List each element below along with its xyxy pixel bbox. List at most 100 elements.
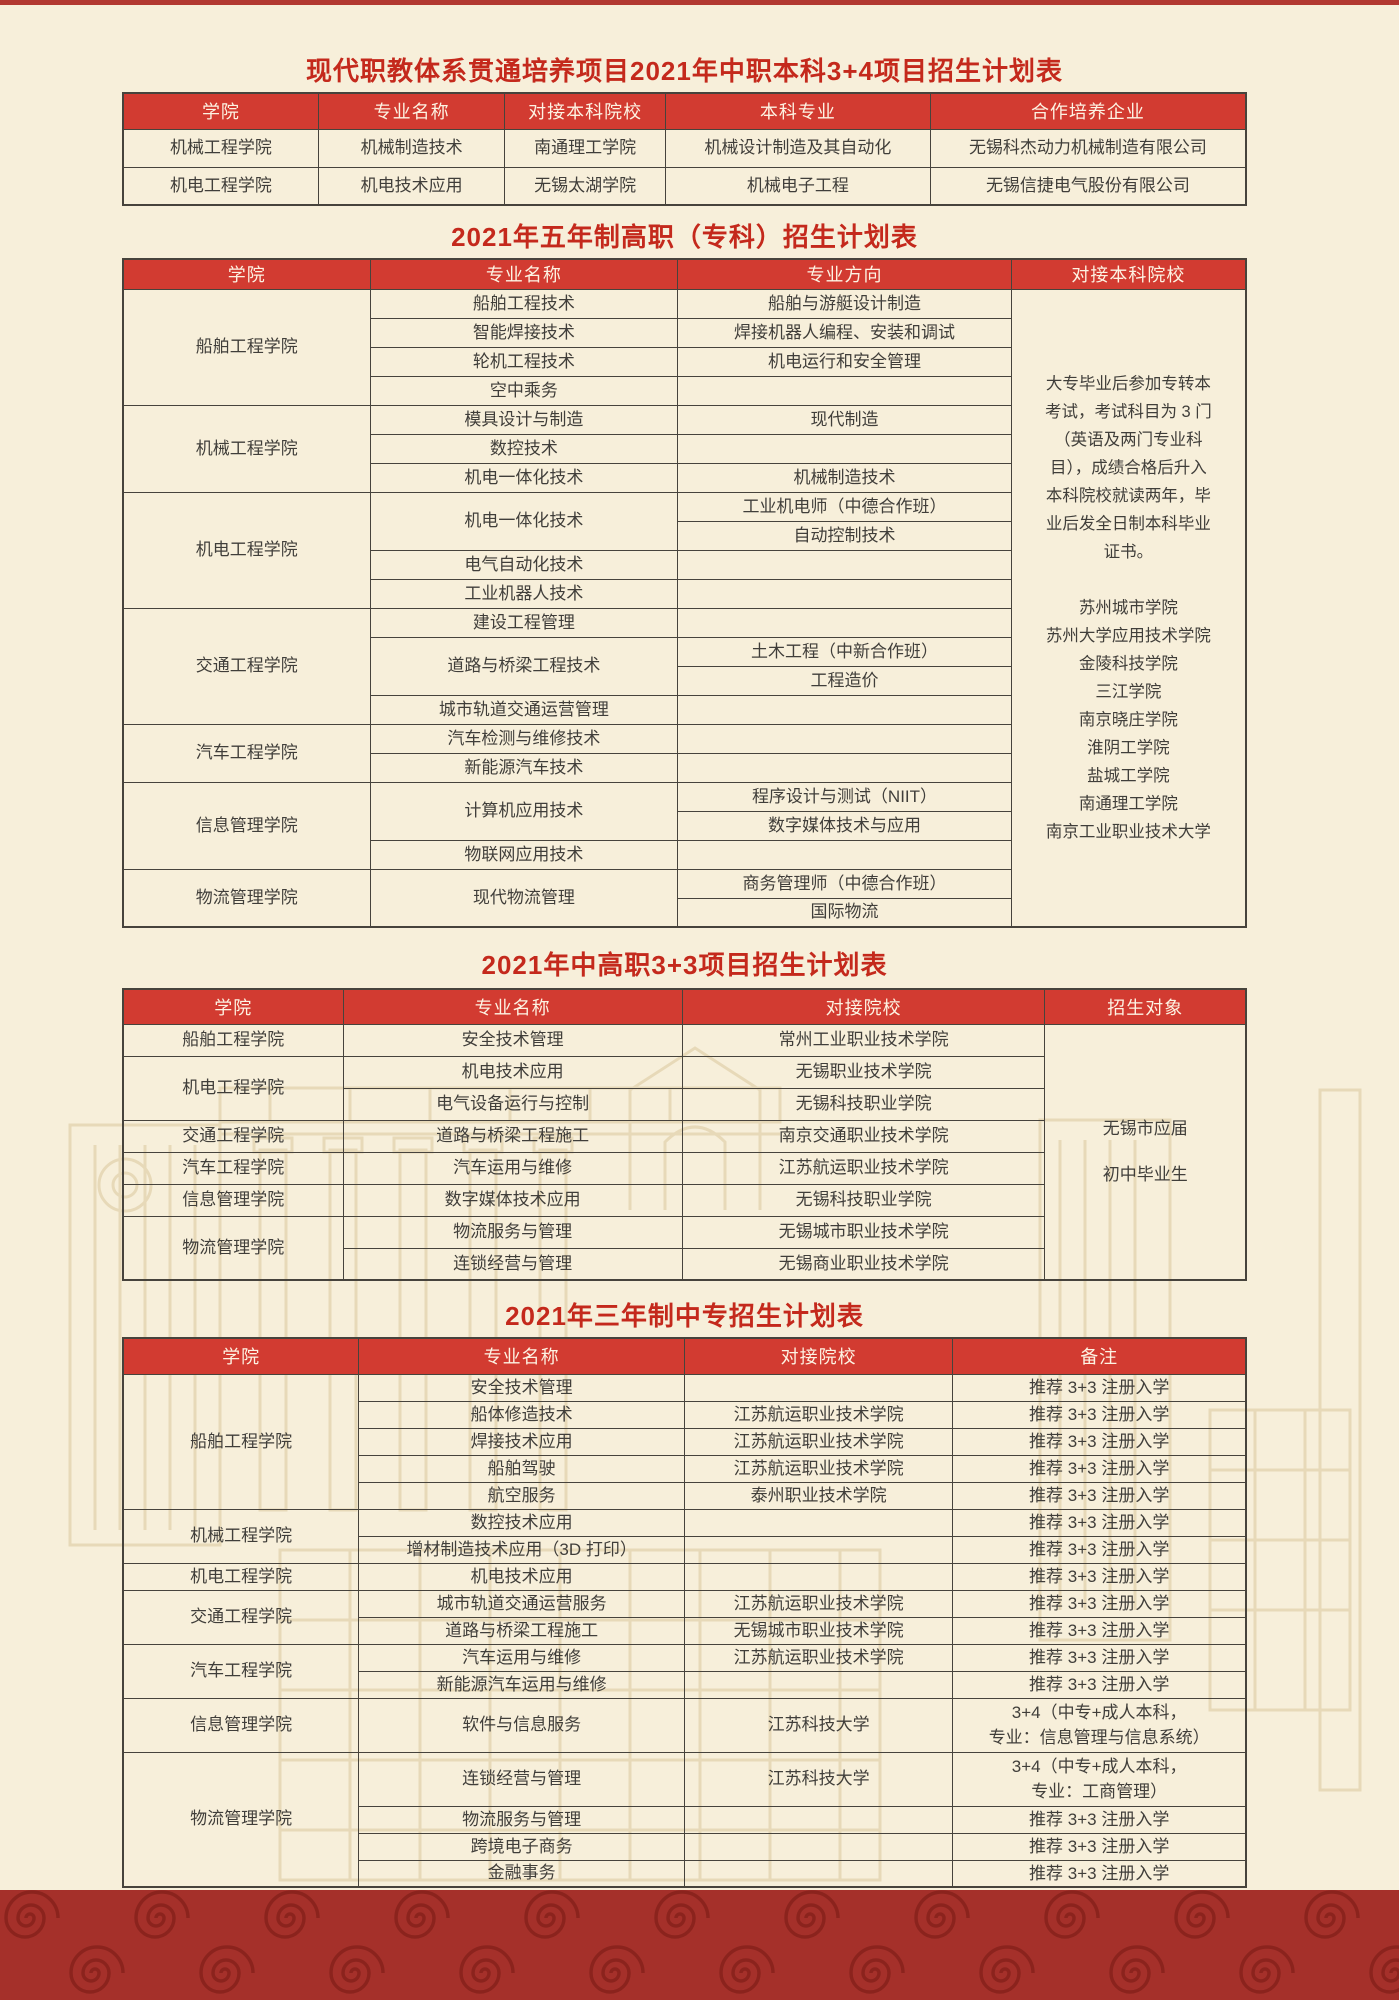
partner-college-cell: 江苏航运职业技术学院 (683, 1643, 954, 1672)
remark-cell: 推荐 3+3 注册入学 (952, 1589, 1247, 1618)
partner-college-cell: 江苏科技大学 (683, 1751, 954, 1807)
college-cell: 物流管理学院 (122, 1751, 360, 1888)
title-secondary-table: 2021年三年制中专招生计划表 (505, 1301, 864, 1331)
column-header: 专业方向 (677, 258, 1012, 290)
column-header: 专业名称 (317, 92, 506, 130)
major-cell: 跨境电子商务 (358, 1832, 685, 1861)
major-cell: 计算机应用技术 (369, 781, 679, 841)
major-cell: 数字媒体技术应用 (342, 1183, 683, 1217)
table-row: 增材制造技术应用（3D 打印） 推荐 3+3 注册入学 (123, 1535, 1247, 1564)
column-header: 专业名称 (358, 1337, 685, 1375)
remark-cell: 3+4（中专+成人本科， 专业：信息管理与信息系统） (952, 1697, 1247, 1753)
direction-cell: 商务管理师（中德合作班） (677, 868, 1012, 899)
table-row: 信息管理学院 软件与信息服务 江苏科技大学 3+4（中专+成人本科， 专业：信息管理与… (122, 1697, 1247, 1753)
major-cell: 道路与桥梁工程施工 (342, 1119, 683, 1153)
partner-college-cell: 无锡城市职业技术学院 (683, 1616, 954, 1645)
table-row: 信息管理学院 计算机应用技术 程序设计与测试（NIIT） (122, 781, 1246, 870)
college-cell: 物流管理学院 (122, 1215, 344, 1281)
table-row: 机械工程学院 数控技术应用 推荐 3+3 注册入学 (122, 1508, 1247, 1564)
direction-cell: 工业机电师（中德合作班） (677, 491, 1012, 522)
partner-college-cell (683, 1508, 954, 1537)
direction-cell (677, 752, 1012, 783)
content-area: 现代职教体系贯通培养项目2021年中职本科3+4项目招生计划表 学院 专业名称 对接… (122, 56, 1247, 1888)
partner-college-cell: 常州工业职业技术学院 (681, 1023, 1046, 1057)
major-cell: 新能源汽车技术 (369, 752, 679, 783)
college-cell: 交通工程学院 (122, 607, 371, 725)
table-row: 汽车工程学院 汽车运用与维修 江苏航运职业技术学院 推荐 3+3 注册入学 (122, 1643, 1247, 1699)
partner-college-cell: 江苏航运职业技术学院 (683, 1454, 954, 1483)
partner-college-cell: 泰州职业技术学院 (683, 1481, 954, 1510)
remark-cell: 推荐 3+3 注册入学 (952, 1535, 1247, 1564)
bachelor-major-cell: 机械设计制造及其自动化 (664, 128, 931, 168)
remark-cell: 推荐 3+3 注册入学 (952, 1400, 1247, 1429)
remark-cell: 推荐 3+3 注册入学 (952, 1481, 1247, 1510)
college-cell: 物流管理学院 (122, 868, 371, 928)
remark-cell: 推荐 3+3 注册入学 (952, 1427, 1247, 1456)
table-row: 跨境电子商务 推荐 3+3 注册入学 (123, 1832, 1247, 1861)
partner-university-cell: 南通理工学院 (504, 128, 666, 168)
remark-cell: 推荐 3+3 注册入学 (952, 1508, 1247, 1537)
table-row: 金融事务 推荐 3+3 注册入学 (123, 1859, 1247, 1888)
table-row: 机电工程学院 机电技术应用 无锡职业技术学院 (122, 1055, 1246, 1121)
table-row: 机电工程学院 机电一体化技术 工业机电师（中德合作班） (122, 491, 1246, 609)
direction-cell: 机械制造技术 (677, 462, 1012, 493)
major-cell: 机电一体化技术 (369, 462, 679, 493)
major-cell: 汽车运用与维修 (358, 1643, 685, 1672)
college-cell: 信息管理学院 (122, 1183, 344, 1217)
direction-cell: 焊接机器人编程、安装和调试 (677, 317, 1012, 348)
college-cell: 汽车工程学院 (122, 1643, 360, 1699)
partner-college-cell: 无锡科技职业学院 (681, 1087, 1046, 1121)
transfer-note-cell: 大专毕业后参加专转本 考试，考试科目为 3 门 （英语及两门专业科 目），成绩合… (1010, 288, 1247, 928)
column-header: 学院 (122, 1337, 360, 1375)
table-row: 国际物流 (123, 897, 1246, 928)
table-row: 物流管理学院 现代物流管理 商务管理师（中德合作班） (122, 868, 1246, 928)
major-cell: 汽车检测与维修技术 (369, 723, 679, 754)
major-cell: 数控技术 (369, 433, 679, 464)
remark-cell: 推荐 3+3 注册入学 (952, 1832, 1247, 1861)
table-five-year: 学院 专业名称 专业方向 对接本科院校 船舶工程学院 船舶工程技术 船舶与游艇设计制造 大专… (122, 258, 1247, 928)
remark-cell: 推荐 3+3 注册入学 (952, 1643, 1247, 1672)
major-cell: 机电技术应用 (358, 1562, 685, 1591)
college-cell: 船舶工程学院 (122, 1023, 344, 1057)
major-cell: 汽车运用与维修 (342, 1151, 683, 1185)
major-cell: 增材制造技术应用（3D 打印） (358, 1535, 685, 1564)
remark-cell: 推荐 3+3 注册入学 (952, 1454, 1247, 1483)
remark-cell: 推荐 3+3 注册入学 (952, 1670, 1247, 1699)
title-3plus4-table: 现代职教体系贯通培养项目2021年中职本科3+4项目招生计划表 (306, 56, 1063, 86)
direction-cell: 数字媒体技术与应用 (677, 810, 1012, 841)
table-row: 船体修造技术 江苏航运职业技术学院 推荐 3+3 注册入学 (123, 1400, 1247, 1429)
remark-cell: 推荐 3+3 注册入学 (952, 1859, 1247, 1888)
bachelor-major-cell: 机械电子工程 (664, 166, 931, 206)
partner-college-cell (683, 1535, 954, 1564)
partner-college-cell (683, 1562, 954, 1591)
direction-cell: 土木工程（中新合作班） (677, 636, 1012, 667)
column-header: 对接本科院校 (504, 92, 666, 130)
major-cell: 船体修造技术 (358, 1400, 685, 1429)
college-cell: 机械工程学院 (122, 128, 319, 168)
major-cell: 物流服务与管理 (358, 1805, 685, 1834)
major-cell: 电气自动化技术 (369, 549, 679, 580)
major-cell: 电气设备运行与控制 (342, 1087, 683, 1121)
major-cell: 智能焊接技术 (369, 317, 679, 348)
table-row: 船舶工程学院 安全技术管理 推荐 3+3 注册入学 (122, 1373, 1247, 1510)
major-cell: 物流服务与管理 (342, 1215, 683, 1249)
partner-college-cell (683, 1670, 954, 1699)
major-cell: 空中乘务 (369, 375, 679, 406)
major-cell: 工业机器人技术 (369, 578, 679, 609)
enrollment-target-cell: 无锡市应届 初中毕业生 (1044, 1023, 1247, 1281)
major-cell: 道路与桥梁工程技术 (369, 636, 679, 696)
table-row: 新能源汽车技术 (123, 752, 1246, 783)
partner-college-cell: 江苏航运职业技术学院 (683, 1589, 954, 1618)
direction-cell (677, 433, 1012, 464)
direction-cell: 机电运行和安全管理 (677, 346, 1012, 377)
table-row: 工业机器人技术 (123, 578, 1246, 609)
remark-cell: 推荐 3+3 注册入学 (952, 1562, 1247, 1591)
direction-cell (677, 375, 1012, 406)
column-header: 招生对象 (1044, 988, 1247, 1025)
major-cell: 建设工程管理 (369, 607, 679, 638)
table-row: 轮机工程技术 机电运行和安全管理 (123, 346, 1246, 377)
major-cell: 机电技术应用 (342, 1055, 683, 1089)
college-cell: 船舶工程学院 (122, 1373, 360, 1510)
table-row: 数控技术 (123, 433, 1246, 464)
